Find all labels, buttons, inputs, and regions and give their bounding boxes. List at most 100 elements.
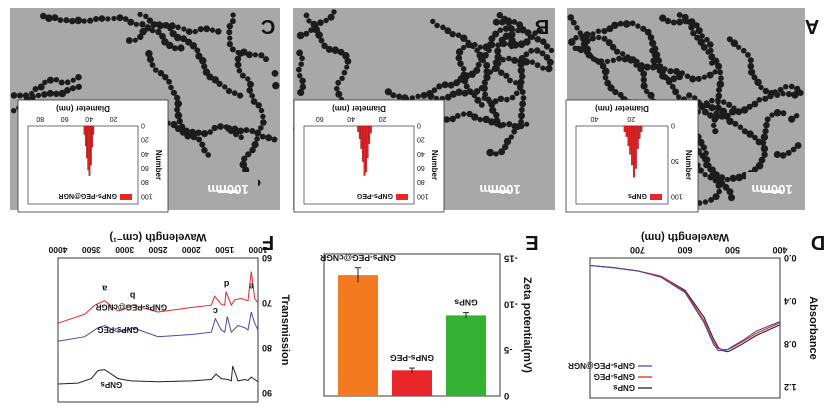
nanoparticle	[170, 121, 178, 129]
nanoparticle	[225, 88, 233, 95]
nanoparticle	[478, 102, 485, 108]
size-histograms: 20 40 0 50 100 Diameter (nm) Number GNPs 20 40 60 0…	[17, 99, 699, 213]
nanoparticle	[146, 17, 154, 24]
nanoparticle	[145, 49, 153, 58]
uv-vis-plot: GNPs GNPs-PEG GNPs-PEG@NGR 400 500 600 700 0.0 0…	[568, 231, 819, 399]
nanoparticle	[162, 22, 169, 29]
x-tick-label: 600	[677, 245, 692, 255]
nanoparticle	[58, 79, 65, 86]
y-axis-label: Zeta potential(mV)	[521, 277, 533, 373]
x-tick-label: 3000	[115, 245, 134, 255]
nanoparticle	[460, 34, 468, 42]
nanoparticle	[601, 35, 608, 42]
nanoparticle	[519, 100, 526, 108]
nanoparticle	[740, 106, 749, 114]
nanoparticle	[740, 47, 747, 54]
nanoparticle	[715, 97, 721, 104]
nanoparticle	[584, 37, 591, 45]
nanoparticle	[492, 98, 499, 105]
nanoparticle	[229, 18, 236, 25]
legend-swatch	[650, 194, 662, 200]
nanoparticle	[75, 74, 82, 81]
nanoparticle	[748, 68, 756, 76]
y-axis-label: Absorbance	[807, 296, 819, 360]
nanoparticle	[651, 51, 658, 58]
nanoparticle	[500, 40, 508, 48]
nanoparticle	[694, 34, 701, 41]
nanoparticle	[492, 30, 500, 38]
y-tick-label: 100	[671, 192, 683, 199]
nanoparticle	[728, 194, 735, 202]
nanoparticle	[692, 95, 698, 101]
nanoparticle	[185, 38, 193, 46]
nanoparticle	[726, 117, 734, 126]
nanoparticle	[676, 73, 683, 81]
nanoparticle	[454, 113, 461, 119]
nanoparticle	[724, 176, 731, 183]
panel-label-e: E	[525, 231, 538, 253]
nanoparticle	[614, 48, 621, 55]
histogram-bar	[361, 125, 364, 162]
nanoparticle	[704, 36, 710, 43]
nanoparticle	[712, 193, 720, 201]
nanoparticle	[709, 171, 717, 179]
nanoparticle	[471, 113, 479, 121]
nanoparticle	[693, 22, 700, 29]
nanoparticle	[519, 106, 525, 113]
nanoparticle	[497, 123, 504, 129]
nanoparticle	[137, 11, 143, 18]
y-axis-label: Transmission	[279, 295, 291, 366]
nanoparticle	[463, 83, 470, 90]
x-axis-label: Wavelength (nm)	[641, 231, 730, 243]
nanoparticle	[664, 17, 672, 25]
nanoparticle	[98, 15, 106, 22]
series-line	[57, 271, 259, 324]
x-tick-label: 20	[627, 115, 635, 122]
histogram-bar	[368, 125, 371, 144]
series-label: GNPs-PEG@cNGR	[95, 302, 167, 311]
nanoparticle	[252, 52, 258, 58]
x-tick-label: 500	[725, 245, 740, 255]
nanoparticle	[746, 130, 754, 138]
nanoparticle	[243, 127, 250, 134]
nanoparticle	[81, 18, 87, 24]
histogram-bar	[638, 125, 641, 139]
nanoparticle	[752, 166, 759, 173]
nanoparticle	[497, 27, 504, 33]
nanoparticle	[718, 75, 724, 81]
x-tick-label: 20	[110, 115, 118, 122]
nanoparticle	[712, 69, 718, 75]
nanoparticle	[449, 90, 457, 98]
nanoparticle	[217, 123, 224, 130]
nanoparticle	[344, 57, 352, 65]
x-tick-label: 4000	[48, 245, 67, 255]
nanoparticle	[150, 22, 156, 29]
nanoparticle	[534, 47, 541, 54]
series-line	[589, 264, 781, 351]
nanoparticle	[185, 28, 193, 35]
nanoparticle	[701, 74, 708, 80]
nanoparticle	[773, 109, 782, 117]
nanoparticle	[460, 71, 468, 79]
nanoparticle	[511, 19, 518, 25]
nanoparticle	[53, 77, 60, 83]
panel-label-a: A	[805, 15, 819, 37]
nanoparticle	[37, 83, 45, 91]
nanoparticle	[517, 122, 525, 130]
nanoparticle	[145, 24, 151, 30]
nanoparticle	[441, 81, 449, 89]
histogram-a: 20 40 0 50 100 Diameter (nm) Number GNPs	[565, 99, 699, 213]
panel-labels: A B C D E F	[261, 15, 825, 253]
nanoparticle	[758, 156, 766, 164]
nanoparticle	[511, 56, 519, 64]
nanoparticle	[708, 197, 714, 203]
nanoparticle	[10, 92, 18, 99]
nanoparticle	[331, 46, 340, 54]
category-label: GNPs-PEG@cNGR	[320, 253, 396, 263]
nanoparticle	[427, 92, 435, 100]
nanoparticle	[308, 27, 314, 33]
nanoparticle	[201, 147, 208, 154]
scale-bar-label: 100nm	[751, 182, 792, 197]
histogram-bar	[634, 125, 637, 169]
scale-bar-backdrop	[746, 172, 802, 198]
